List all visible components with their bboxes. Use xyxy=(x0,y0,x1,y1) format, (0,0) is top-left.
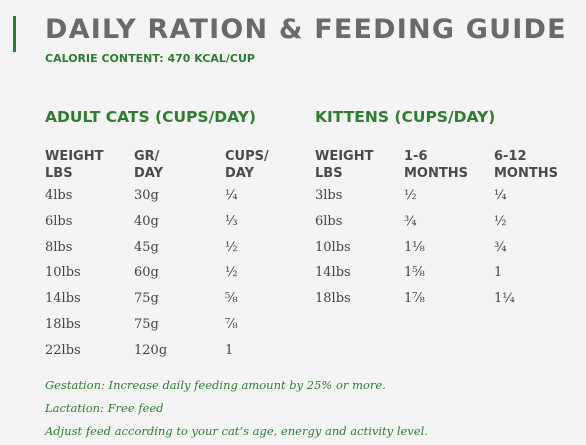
page-title: DAILY RATION & FEEDING GUIDE xyxy=(45,14,567,45)
kittens-cell: 1 xyxy=(494,265,503,280)
adult-cell: 60g xyxy=(134,265,159,280)
adult-cell: 8lbs xyxy=(45,240,73,255)
adult-cell: 14lbs xyxy=(45,291,81,306)
kittens-cell: ¾ xyxy=(404,214,417,229)
kittens-cell: 6lbs xyxy=(315,214,343,229)
adult-cell: 75g xyxy=(134,291,159,306)
kittens-col-weight-line2: LBS xyxy=(315,166,343,181)
adult-cell: 22lbs xyxy=(45,343,81,358)
kittens-col-6-12-months: 6-12 MONTHS xyxy=(494,148,558,182)
kittens-cell: 18lbs xyxy=(315,291,351,306)
title-accent-bar xyxy=(13,16,16,52)
kittens-cell: ½ xyxy=(404,188,417,203)
kittens-col-weight: WEIGHT LBS xyxy=(315,148,373,182)
adult-cell: 30g xyxy=(134,188,159,203)
adult-cell: 40g xyxy=(134,214,159,229)
kittens-cell: 1⅛ xyxy=(404,240,425,255)
kittens-cell: 1⅝ xyxy=(404,265,425,280)
adult-col-grams: GR/ DAY xyxy=(134,148,163,182)
kittens-cell: 3lbs xyxy=(315,188,343,203)
adult-cell: ½ xyxy=(225,240,238,255)
adult-col-cups-line1: CUPS/ xyxy=(225,149,269,164)
adult-cell: 45g xyxy=(134,240,159,255)
adult-cell: ⅞ xyxy=(225,317,238,332)
adult-cell: 18lbs xyxy=(45,317,81,332)
adult-col-weight-line2: LBS xyxy=(45,166,73,181)
kittens-col-6-12-line2: MONTHS xyxy=(494,166,558,181)
adult-cell: ¼ xyxy=(225,188,238,203)
adult-cell: ⅝ xyxy=(225,291,238,306)
adult-cell: ⅓ xyxy=(225,214,238,229)
calorie-content: CALORIE CONTENT: 470 KCAL/CUP xyxy=(45,52,255,65)
note-adjust-feed: Adjust feed according to your cat’s age,… xyxy=(45,424,428,438)
kittens-cell: ½ xyxy=(494,214,507,229)
adult-col-cups: CUPS/ DAY xyxy=(225,148,269,182)
adult-cell: 10lbs xyxy=(45,265,81,280)
kittens-cell: ¼ xyxy=(494,188,507,203)
adult-cell: 75g xyxy=(134,317,159,332)
adult-col-grams-line1: GR/ xyxy=(134,149,160,164)
adult-col-weight: WEIGHT LBS xyxy=(45,148,103,182)
adult-cell: 6lbs xyxy=(45,214,73,229)
kittens-col-1-6-line2: MONTHS xyxy=(404,166,468,181)
kittens-cell: 1⅞ xyxy=(404,291,425,306)
kittens-cell: 1¼ xyxy=(494,291,515,306)
adult-cell: 4lbs xyxy=(45,188,73,203)
adult-cell: 120g xyxy=(134,343,168,358)
note-gestation: Gestation: Increase daily feeding amount… xyxy=(45,378,386,392)
adult-cell: ½ xyxy=(225,265,238,280)
kittens-cell: 14lbs xyxy=(315,265,351,280)
adult-col-grams-line2: DAY xyxy=(134,166,164,181)
kittens-col-6-12-line1: 6-12 xyxy=(494,149,527,164)
note-lactation: Lactation: Free feed xyxy=(45,401,164,415)
adult-cell: 1 xyxy=(225,343,234,358)
adult-col-weight-line1: WEIGHT xyxy=(45,149,104,164)
adult-col-cups-line2: DAY xyxy=(225,166,255,181)
kittens-col-1-6-months: 1-6 MONTHS xyxy=(404,148,468,182)
kittens-cell: ¾ xyxy=(494,240,507,255)
adult-section-heading: ADULT CATS (CUPS/DAY) xyxy=(45,108,256,126)
kittens-col-1-6-line1: 1-6 xyxy=(404,149,428,164)
kittens-section-heading: KITTENS (CUPS/DAY) xyxy=(315,108,496,126)
kittens-col-weight-line1: WEIGHT xyxy=(315,149,374,164)
kittens-cell: 10lbs xyxy=(315,240,351,255)
